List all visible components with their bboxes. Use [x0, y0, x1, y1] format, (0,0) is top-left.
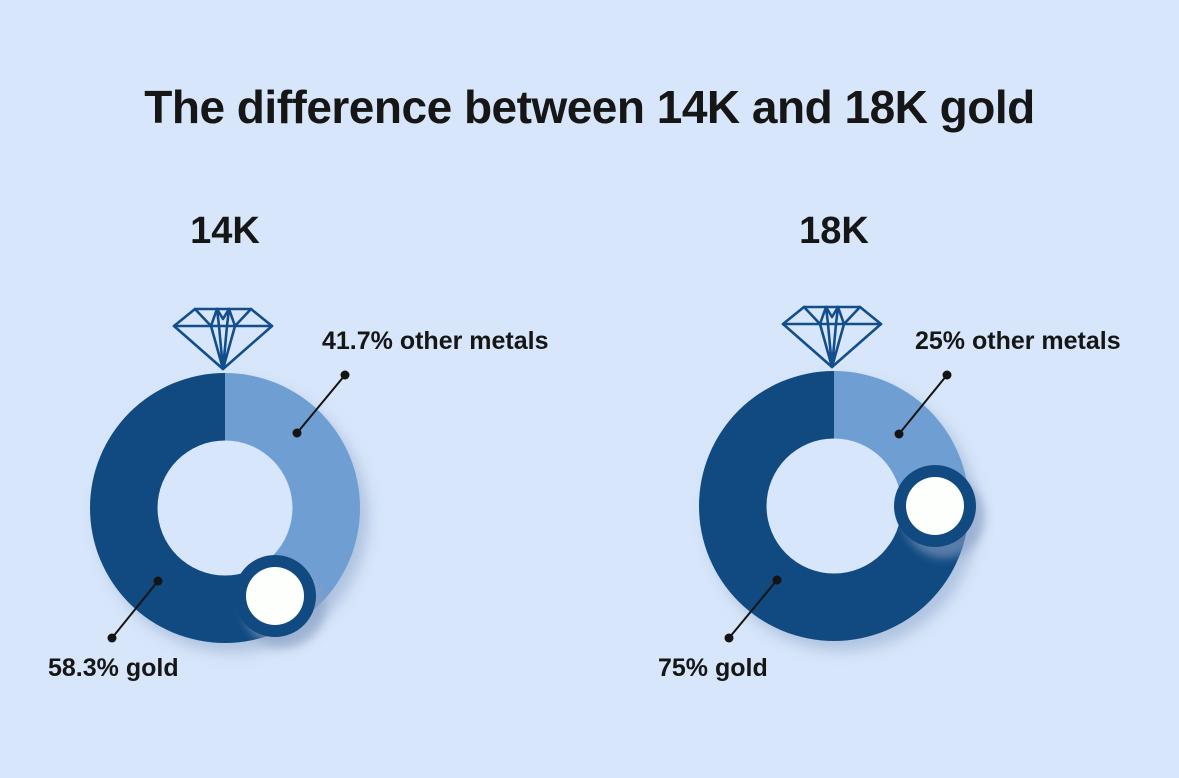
ring-gem-icon — [234, 554, 317, 637]
label-18k-gold: 75% gold — [658, 654, 768, 682]
donut-chart-18k — [699, 371, 976, 641]
diamond-icon — [780, 304, 884, 370]
gem-stone — [246, 566, 305, 625]
donut-chart-14k — [90, 373, 360, 643]
label-14k-gold: 58.3% gold — [48, 654, 179, 682]
donut-hole — [157, 440, 293, 576]
donut-hole — [766, 438, 902, 574]
diamond-icon — [171, 306, 275, 372]
page-title: The difference between 14K and 18K gold — [144, 81, 1035, 133]
label-18k-other-metals: 25% other metals — [915, 327, 1121, 355]
label-14k-other-metals: 41.7% other metals — [322, 327, 549, 355]
gem-stone — [906, 477, 964, 535]
ring-gem-icon — [894, 465, 976, 547]
chart-title-14k: 14K — [190, 210, 260, 252]
chart-title-18k: 18K — [799, 210, 869, 252]
